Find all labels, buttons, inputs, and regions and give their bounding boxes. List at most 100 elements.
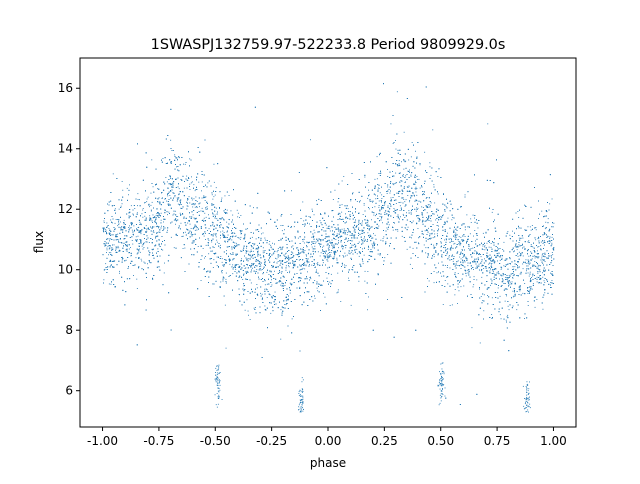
data-point <box>537 250 538 252</box>
data-point <box>262 232 264 234</box>
data-point <box>120 227 121 229</box>
data-point <box>186 175 188 177</box>
data-point <box>128 194 129 196</box>
data-point <box>477 261 478 263</box>
data-point <box>118 223 119 225</box>
data-point <box>233 232 235 234</box>
data-point <box>503 265 505 267</box>
data-point <box>333 244 335 246</box>
data-point <box>542 272 543 274</box>
data-point <box>215 207 217 209</box>
chart-title: 1SWASPJ132759.97-522233.8 Period 9809929… <box>151 37 506 53</box>
data-point <box>170 183 172 184</box>
data-point <box>102 230 104 232</box>
data-point <box>406 186 408 188</box>
data-point <box>331 226 333 228</box>
data-point <box>326 244 328 246</box>
data-point <box>440 241 442 243</box>
data-point <box>348 238 349 239</box>
data-point <box>253 307 255 309</box>
data-point <box>305 264 307 266</box>
data-point <box>221 272 223 274</box>
data-point <box>103 279 105 281</box>
data-point <box>350 200 352 202</box>
data-point <box>478 263 480 265</box>
data-point <box>508 309 510 311</box>
data-point <box>499 256 500 258</box>
data-point <box>447 232 448 234</box>
data-point <box>451 304 453 306</box>
data-point <box>454 272 456 274</box>
data-point <box>288 258 290 260</box>
data-point <box>536 276 538 278</box>
data-point <box>367 249 369 250</box>
data-point <box>164 209 166 211</box>
data-point <box>295 254 297 256</box>
data-point <box>144 215 146 217</box>
data-point <box>396 216 398 217</box>
data-point <box>194 206 196 208</box>
data-point <box>175 223 176 225</box>
data-point <box>221 197 223 199</box>
data-point <box>466 214 468 216</box>
data-point <box>137 205 138 207</box>
data-point <box>533 247 535 249</box>
data-point <box>241 258 242 260</box>
data-point <box>197 246 199 247</box>
data-point <box>314 297 316 299</box>
data-point <box>130 255 132 257</box>
data-point <box>358 241 360 243</box>
data-point <box>112 248 114 250</box>
data-point <box>198 181 200 183</box>
data-point <box>161 197 163 199</box>
data-point <box>388 224 390 226</box>
data-point <box>246 299 248 301</box>
data-point <box>226 209 228 211</box>
data-point <box>314 245 316 247</box>
data-point <box>384 212 386 213</box>
data-point <box>114 208 116 210</box>
data-point <box>436 272 438 274</box>
data-point <box>129 184 130 186</box>
data-point <box>540 241 542 243</box>
data-point <box>327 252 329 254</box>
data-point <box>146 201 148 203</box>
data-point <box>335 239 337 240</box>
data-point <box>136 228 137 230</box>
data-point <box>463 285 465 287</box>
data-point <box>176 216 178 217</box>
data-point <box>333 247 335 248</box>
data-point <box>262 252 264 254</box>
data-point <box>517 255 519 257</box>
data-point <box>387 254 389 255</box>
data-point <box>519 288 521 290</box>
data-point <box>458 236 460 238</box>
data-point <box>330 242 332 243</box>
data-point <box>277 261 279 262</box>
data-point <box>192 206 194 208</box>
data-point <box>341 180 343 182</box>
data-point <box>460 258 462 260</box>
data-point <box>497 260 498 262</box>
data-point <box>334 189 336 191</box>
data-point <box>309 256 311 258</box>
data-point <box>518 217 520 218</box>
data-point <box>157 248 159 250</box>
data-point <box>372 207 373 208</box>
data-point <box>413 194 415 196</box>
data-point <box>534 306 536 308</box>
data-point <box>395 148 397 150</box>
data-point <box>415 180 416 182</box>
data-point <box>305 254 307 256</box>
data-point <box>344 239 346 240</box>
data-point <box>203 217 205 219</box>
data-point <box>203 235 205 237</box>
data-point <box>336 243 338 245</box>
data-point <box>253 207 254 209</box>
data-point <box>550 272 551 274</box>
data-point <box>315 270 317 272</box>
data-point <box>495 275 497 276</box>
data-point <box>108 232 110 234</box>
data-point <box>405 199 407 201</box>
data-point <box>320 285 321 286</box>
